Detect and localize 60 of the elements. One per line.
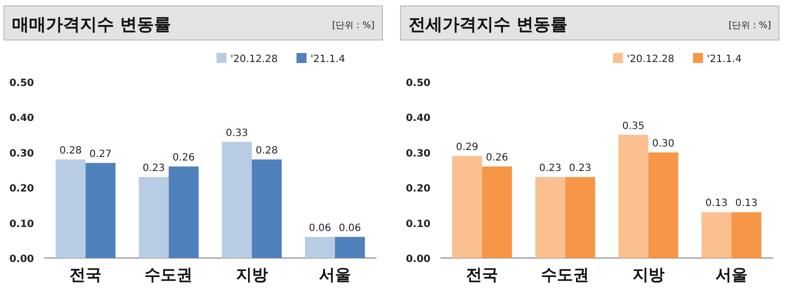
data-label: 0.23	[142, 163, 165, 174]
y-tick-label: 0.40	[9, 113, 34, 124]
bar	[702, 212, 732, 258]
data-label: 0.30	[652, 138, 674, 150]
x-tick-label: 서울	[715, 265, 748, 284]
y-tick-label: 0.30	[9, 148, 34, 160]
y-tick-label: 0.50	[9, 78, 34, 89]
bar	[618, 134, 648, 258]
x-tick-label: 수도권	[541, 265, 590, 284]
data-label: 0.28	[256, 145, 278, 156]
x-tick-label: 전국	[70, 265, 102, 284]
y-tick-label: 0.20	[406, 184, 431, 195]
bar	[452, 156, 482, 258]
x-tick-label: 전국	[466, 265, 498, 284]
bar	[648, 152, 678, 258]
y-tick-label: 0.20	[9, 184, 34, 195]
bar	[222, 142, 252, 258]
bar	[168, 166, 199, 258]
y-tick-label: 0.40	[406, 113, 431, 124]
data-label: 0.23	[539, 163, 562, 174]
data-label: 0.26	[172, 152, 195, 164]
bar	[731, 212, 762, 258]
y-tick-label: 0.10	[9, 218, 34, 230]
y-tick-label: 0.10	[406, 218, 431, 230]
text: [단위 : %]	[728, 21, 771, 31]
data-label: 0.28	[59, 145, 82, 156]
bar	[138, 177, 169, 258]
chart-title: 매매가격지수 변동률	[12, 15, 171, 35]
text: [단위 : %]	[332, 21, 374, 31]
bar	[565, 177, 596, 258]
bar	[305, 236, 335, 258]
data-label: 0.26	[486, 152, 508, 164]
data-label: 0.33	[226, 128, 248, 139]
y-tick-label: 0.00	[406, 254, 431, 265]
x-tick-label: 서울	[318, 265, 351, 284]
data-label: 0.06	[338, 222, 362, 234]
y-tick-label: 0.50	[406, 78, 431, 89]
bar	[56, 159, 86, 258]
legend-label: '20.12.28	[627, 54, 674, 65]
data-label: 0.27	[89, 148, 112, 160]
bar	[252, 159, 282, 258]
bar	[482, 166, 512, 258]
bar	[334, 236, 365, 258]
x-tick-label: 지방	[236, 265, 268, 284]
data-label: 0.13	[705, 198, 728, 210]
legend-label: '21.1.4	[707, 54, 742, 65]
y-tick-label: 0.00	[9, 254, 34, 265]
data-label: 0.35	[622, 120, 644, 132]
x-tick-label: 지방	[632, 265, 664, 284]
data-label: 0.23	[569, 163, 592, 174]
x-tick-label: 수도권	[144, 265, 193, 284]
legend-label: '20.12.28	[230, 54, 278, 65]
data-label: 0.06	[308, 222, 332, 234]
legend-label: '21.1.4	[310, 54, 346, 65]
chart-title: 전세가격지수 변동률	[408, 15, 568, 35]
data-label: 0.29	[456, 142, 478, 153]
bar	[86, 162, 116, 258]
data-label: 0.13	[735, 198, 758, 210]
y-tick-label: 0.30	[406, 148, 431, 160]
bar	[535, 177, 566, 258]
